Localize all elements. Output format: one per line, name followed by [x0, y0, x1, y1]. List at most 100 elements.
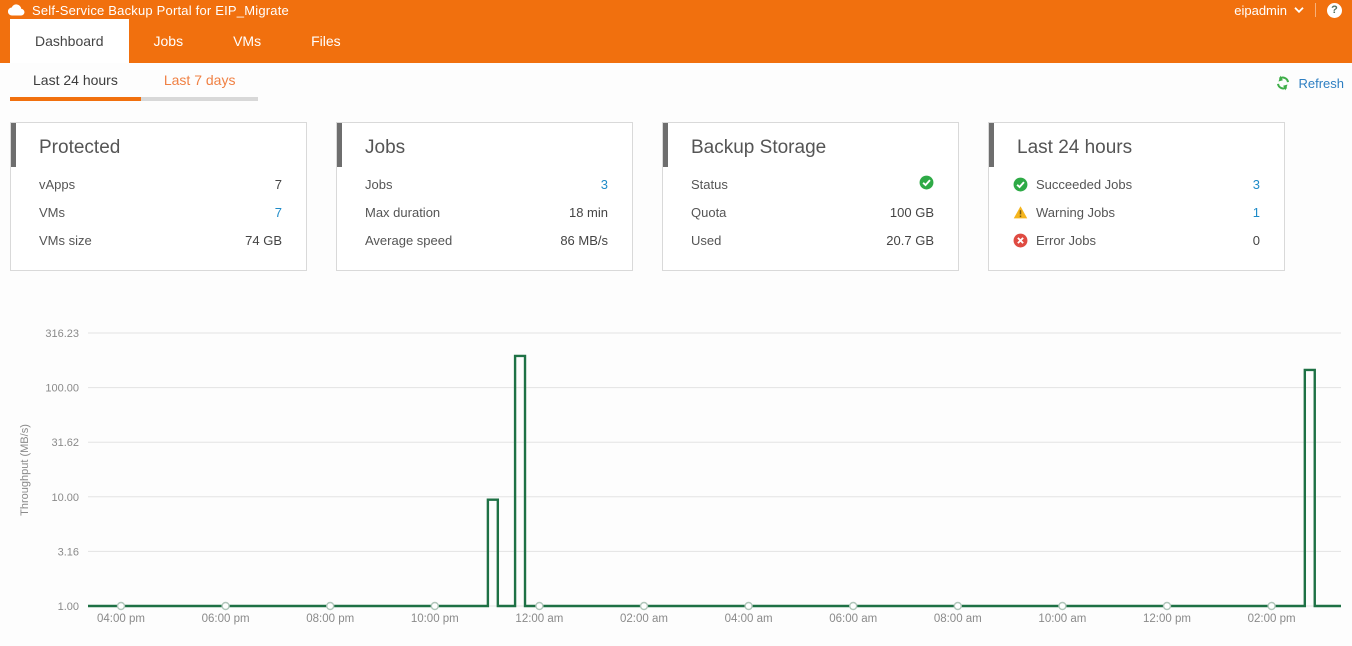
- warning-icon: [1013, 205, 1028, 220]
- row-label: Average speed: [365, 232, 453, 248]
- row-label: Jobs: [365, 176, 393, 192]
- row-value[interactable]: 3: [1252, 176, 1260, 192]
- card-protected: Protected vApps 7 VMs 7 VMs size 74 GB: [10, 122, 307, 271]
- success-icon: [919, 175, 934, 190]
- chevron-down-icon: [1294, 7, 1304, 13]
- data-point-marker: [1267, 601, 1276, 611]
- card-row-warning-jobs: Warning Jobs 1: [989, 198, 1284, 226]
- page-title: Self-Service Backup Portal for EIP_Migra…: [32, 2, 289, 18]
- subnav: Last 24 hours Last 7 days Refresh: [0, 63, 1352, 105]
- data-point-marker: [744, 601, 753, 611]
- card-row-status: Status: [663, 170, 958, 198]
- card-row-vms-size: VMs size 74 GB: [11, 226, 306, 254]
- subtab-last-24-hours[interactable]: Last 24 hours: [10, 63, 141, 101]
- y-axis-tick-label: 10.00: [51, 492, 79, 504]
- y-axis-tick-label: 316.23: [45, 328, 79, 340]
- card-row-jobs: Jobs 3: [337, 170, 632, 198]
- summary-cards: Protected vApps 7 VMs 7 VMs size 74 GB Jobs Jobs…: [10, 122, 1285, 271]
- card-title: Protected: [39, 137, 121, 158]
- card-accent-bar: [337, 123, 342, 167]
- y-axis-tick-label: 1.00: [58, 601, 79, 613]
- y-axis-tick-label: 3.16: [58, 546, 79, 558]
- username: eipadmin: [1234, 2, 1287, 18]
- app-header: Self-Service Backup Portal for EIP_Migra…: [0, 0, 1352, 63]
- tab-jobs[interactable]: Jobs: [153, 33, 184, 49]
- tab-files[interactable]: Files: [311, 33, 341, 49]
- x-axis-tick-label: 08:00 am: [934, 613, 982, 625]
- card-accent-bar: [989, 123, 994, 167]
- refresh-button[interactable]: Refresh: [1275, 75, 1344, 91]
- data-point-marker: [221, 601, 230, 611]
- row-value: 100 GB: [889, 204, 934, 220]
- subtab-last-7-days[interactable]: Last 7 days: [140, 63, 259, 101]
- card-title: Backup Storage: [691, 137, 827, 158]
- card-row-quota: Quota 100 GB: [663, 198, 958, 226]
- tab-vms[interactable]: VMs: [233, 33, 262, 49]
- row-label: vApps: [39, 176, 76, 192]
- card-backup-storage: Backup Storage Status Quota 100 GB Used 20.7 …: [662, 122, 959, 271]
- row-label: Status: [691, 176, 728, 192]
- card-accent-bar: [663, 123, 668, 167]
- row-value: 86 MB/s: [560, 232, 608, 248]
- data-point-marker: [953, 601, 962, 611]
- row-value[interactable]: 3: [600, 176, 608, 192]
- card-row-used: Used 20.7 GB: [663, 226, 958, 254]
- x-axis-tick-label: 04:00 am: [725, 613, 773, 625]
- x-axis-tick-label: 02:00 pm: [1248, 613, 1296, 625]
- row-label: Quota: [691, 204, 727, 220]
- card-row-succeeded-jobs: Succeeded Jobs 3: [989, 170, 1284, 198]
- data-point-marker: [849, 601, 858, 611]
- card-row-max-duration: Max duration 18 min: [337, 198, 632, 226]
- card-last-24-hours: Last 24 hours Succeeded Jobs 3 Warning Jobs…: [988, 122, 1285, 271]
- error-icon: [1013, 233, 1028, 248]
- help-button[interactable]: ?: [1327, 2, 1342, 18]
- x-axis-tick-label: 08:00 pm: [306, 613, 354, 625]
- x-axis-tick-label: 02:00 am: [620, 613, 668, 625]
- y-axis-title: Throughput (MB/s): [19, 424, 31, 516]
- row-label: VMs: [39, 204, 65, 220]
- row-value: [919, 175, 934, 193]
- row-label: Succeeded Jobs: [1036, 176, 1133, 192]
- card-title: Jobs: [365, 137, 406, 158]
- throughput-chart: 1.00 3.16 10.00 31.62 100.00 316.23 Throughput…: [0, 315, 1352, 641]
- card-title: Last 24 hours: [1017, 137, 1133, 158]
- main-tab-bar: Dashboard Jobs VMs Files: [10, 19, 366, 63]
- row-label: VMs size: [39, 232, 92, 248]
- row-label: Warning Jobs: [1036, 204, 1115, 220]
- y-axis-tick-label: 31.62: [51, 437, 79, 449]
- card-row-vapps: vApps 7: [11, 170, 306, 198]
- x-axis-tick-label: 10:00 am: [1038, 613, 1086, 625]
- card-accent-bar: [11, 123, 16, 167]
- throughput-chart-svg: 1.00 3.16 10.00 31.62 100.00 316.23 Throughput…: [19, 328, 1341, 625]
- card-row-error-jobs: Error Jobs 0: [989, 226, 1284, 254]
- data-point-marker: [1162, 601, 1172, 611]
- x-axis-tick-label: 12:00 am: [515, 613, 563, 625]
- row-label: Error Jobs: [1036, 232, 1096, 248]
- tab-dashboard[interactable]: Dashboard: [10, 19, 129, 63]
- row-value: 18 min: [568, 204, 608, 220]
- row-value[interactable]: 1: [1252, 204, 1260, 220]
- period-tab-bar: Last 24 hours Last 7 days: [0, 63, 1352, 101]
- row-value[interactable]: 7: [274, 204, 282, 220]
- data-point-marker: [116, 601, 126, 611]
- cloud-icon: [8, 4, 25, 16]
- row-value: 74 GB: [245, 232, 282, 248]
- refresh-icon: [1277, 75, 1290, 91]
- x-axis-tick-label: 06:00 pm: [202, 613, 250, 625]
- x-axis-tick-label: 04:00 pm: [97, 613, 145, 625]
- data-point-marker: [639, 601, 649, 611]
- data-point-marker: [535, 601, 544, 611]
- card-row-vms: VMs 7: [11, 198, 306, 226]
- success-icon: [1013, 177, 1028, 192]
- card-row-average-speed: Average speed 86 MB/s: [337, 226, 632, 254]
- data-point-marker: [326, 601, 335, 611]
- row-value: 20.7 GB: [886, 232, 934, 248]
- x-axis-tick-label: 12:00 pm: [1143, 613, 1191, 625]
- header-divider: [1315, 3, 1316, 17]
- throughput-series: [88, 354, 1341, 608]
- row-label: Used: [691, 232, 722, 248]
- x-axis-tick-label: 10:00 pm: [411, 613, 459, 625]
- card-jobs: Jobs Jobs 3 Max duration 18 min Average speed…: [336, 122, 633, 271]
- refresh-label: Refresh: [1298, 75, 1344, 91]
- user-menu[interactable]: eipadmin: [1234, 3, 1304, 18]
